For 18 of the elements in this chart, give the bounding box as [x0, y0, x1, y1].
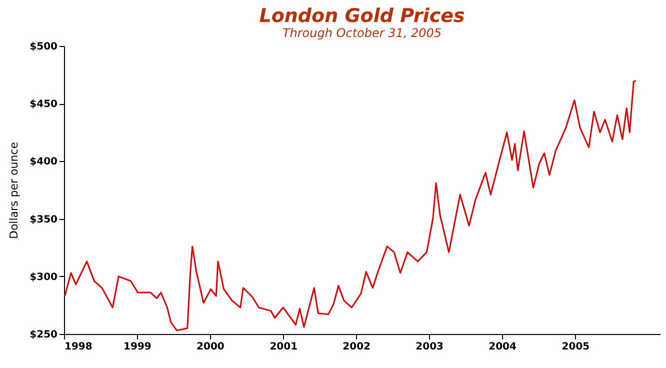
x-tick-label: 2001: [270, 342, 298, 352]
x-tick-label: 1998: [64, 342, 92, 352]
y-tick-label: $300: [30, 272, 58, 283]
y-tick-label: $450: [30, 99, 58, 110]
y-tick-label: $350: [30, 214, 58, 226]
x-tick-label: 1999: [124, 342, 152, 352]
chart-title: London Gold Prices: [259, 5, 465, 27]
y-tick-label: $250: [30, 330, 58, 340]
chart-subtitle: Through October 31, 2005: [282, 26, 442, 40]
x-tick-label: 2005: [562, 342, 590, 352]
line-series: [64, 80, 637, 332]
y-tick-label: $500: [30, 42, 58, 52]
x-tick-label: 2003: [416, 342, 444, 352]
y-tick-label: $400: [30, 156, 58, 168]
x-tick-label: 2002: [342, 342, 371, 352]
x-tick-label: 2000: [196, 342, 224, 352]
y-axis-title: Dollars per ounce: [8, 142, 21, 240]
x-tick-label: 2004: [488, 342, 517, 352]
